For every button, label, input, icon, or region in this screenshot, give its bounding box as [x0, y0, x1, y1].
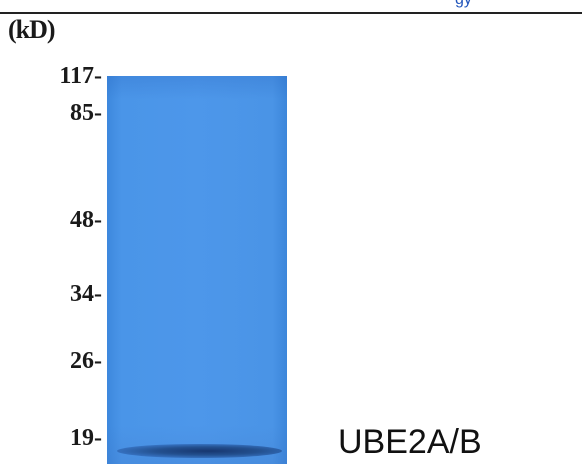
marker-34: 34- — [70, 281, 102, 307]
marker-48: 48- — [70, 207, 102, 233]
protein-label: UBE2A/B — [338, 423, 482, 461]
gel-lane — [107, 76, 287, 464]
unit-label: (kD) — [8, 15, 56, 44]
marker-117: 117- — [59, 63, 102, 89]
marker-19: 19- — [70, 425, 102, 451]
marker-26: 26- — [70, 348, 102, 374]
top-divider — [0, 12, 582, 14]
header-text-fragment: gy — [455, 0, 495, 8]
marker-85: 85- — [70, 100, 102, 126]
protein-band — [117, 444, 282, 458]
